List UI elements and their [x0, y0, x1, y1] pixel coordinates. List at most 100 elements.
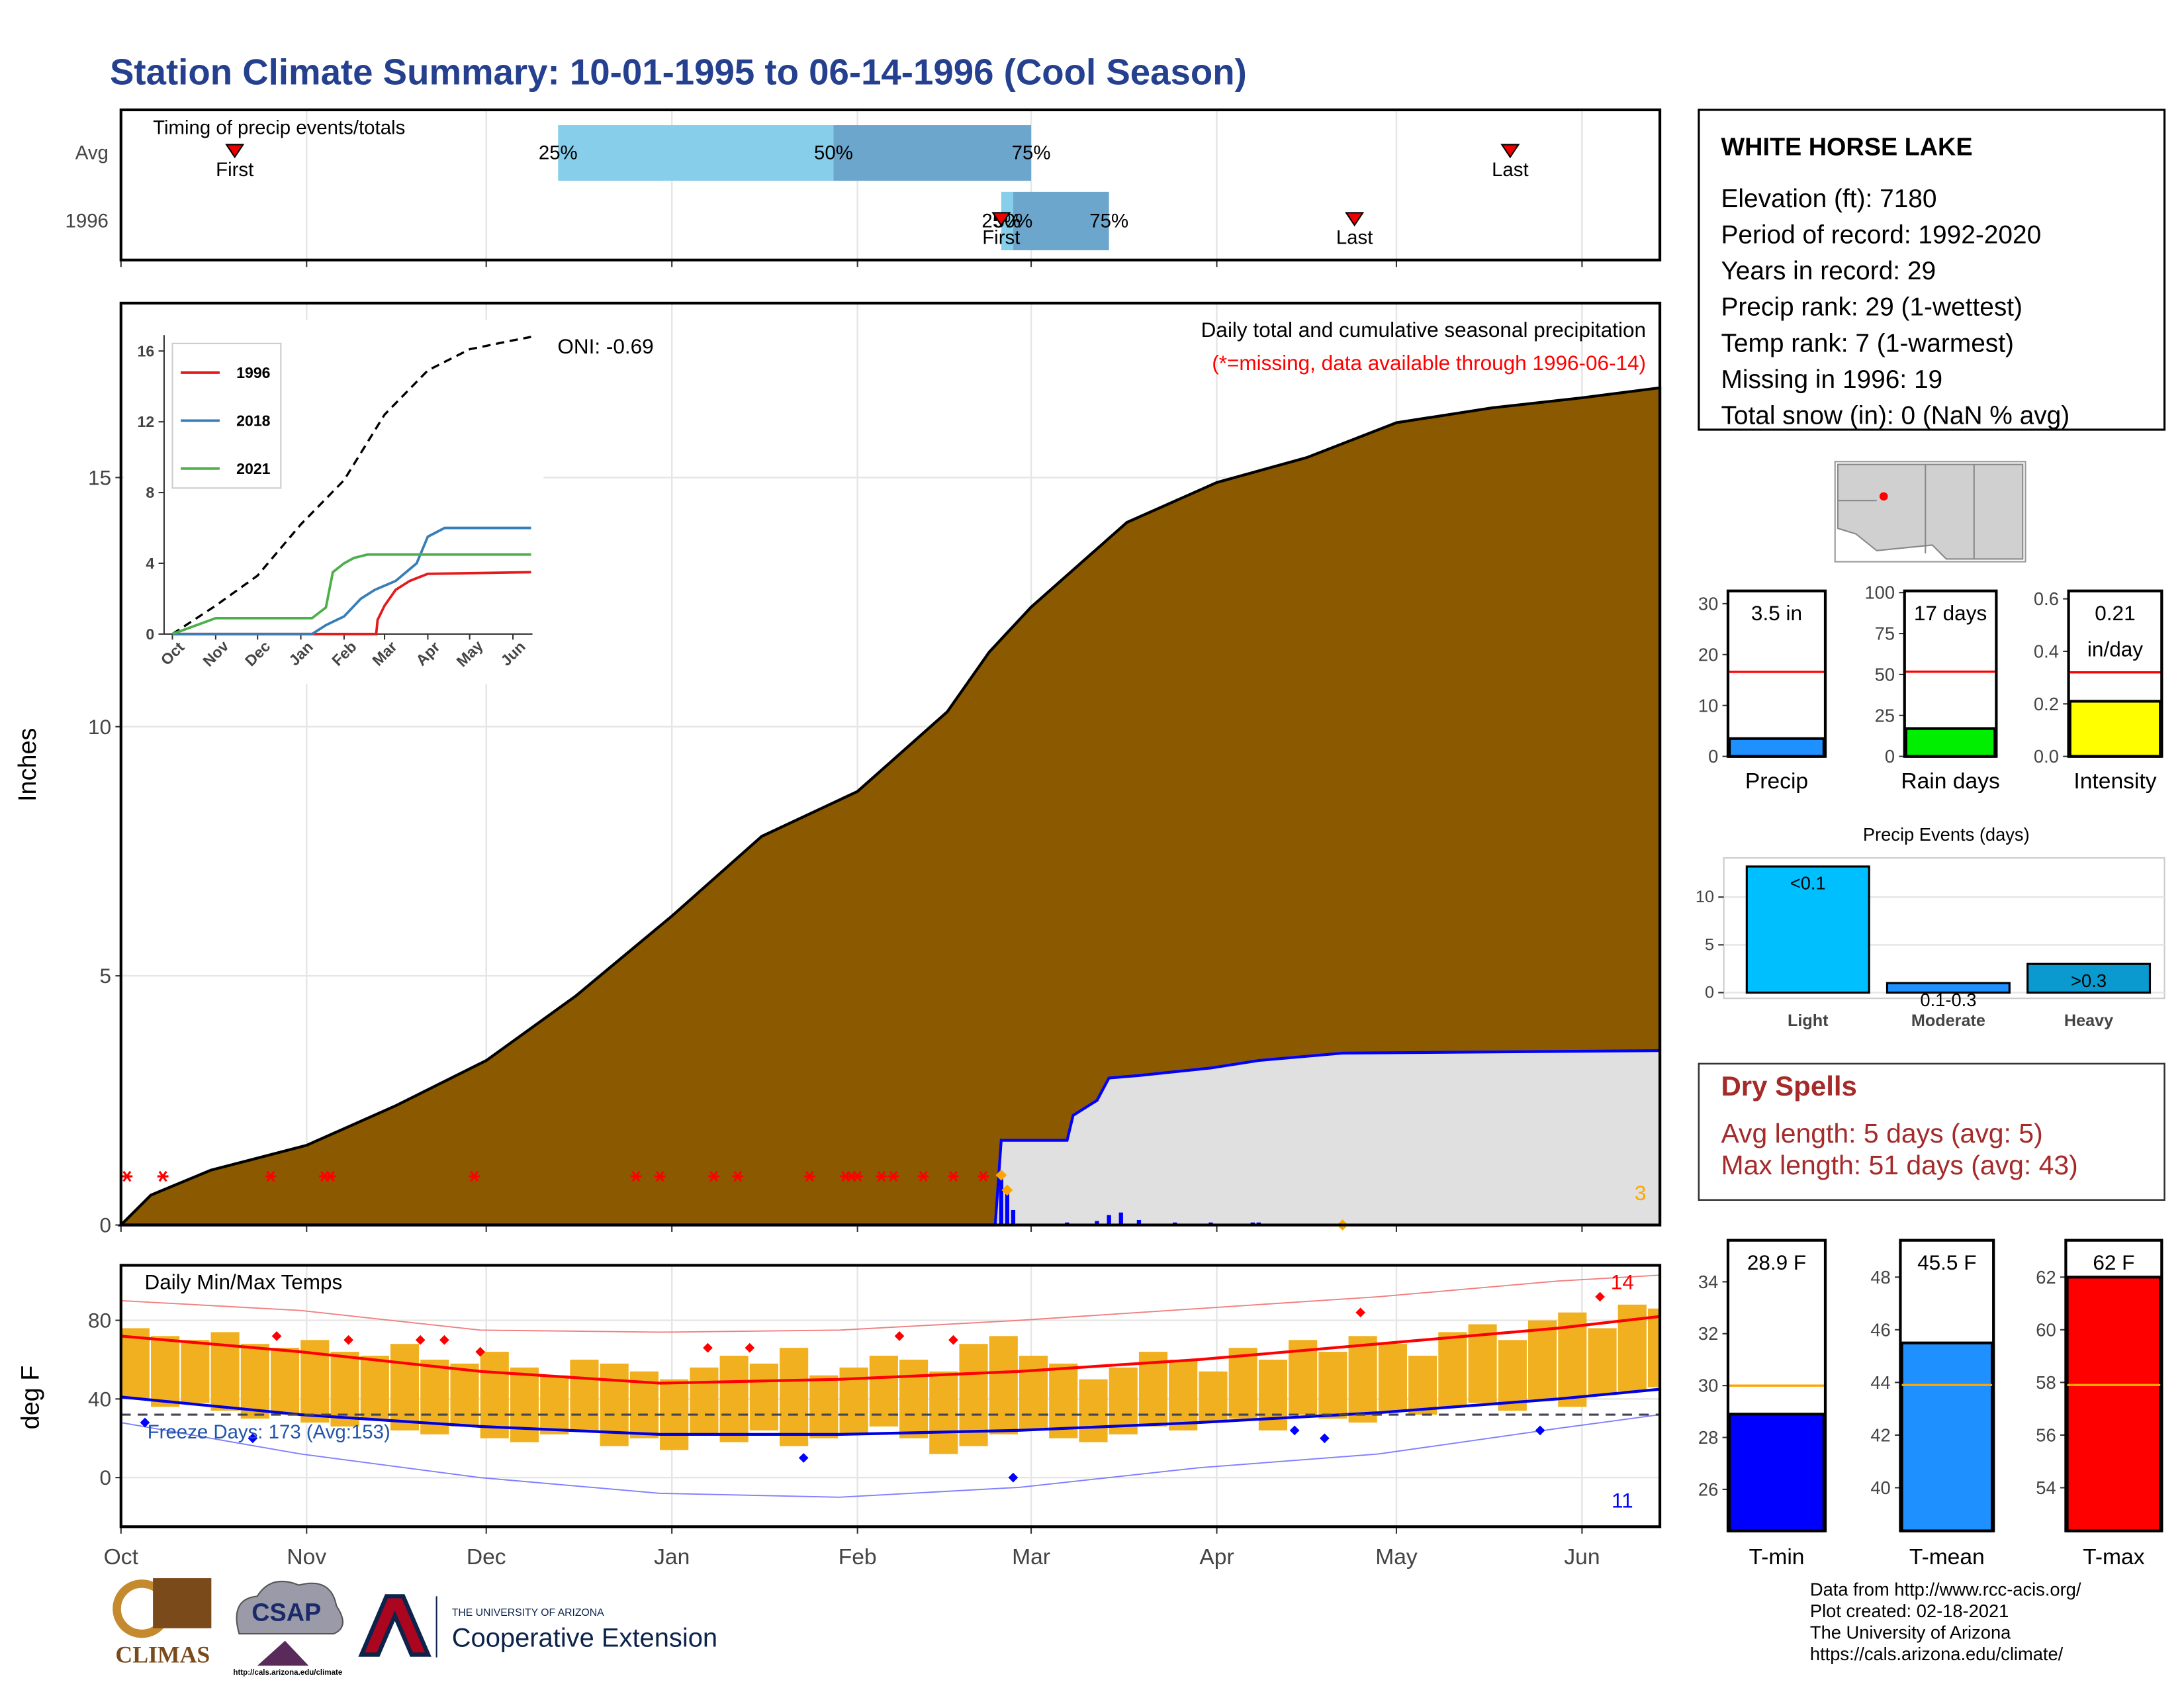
missing-marker	[708, 1170, 719, 1182]
station-line: Years in record: 29	[1721, 257, 1936, 285]
record-high	[475, 1346, 486, 1357]
y-tick-label: 0	[100, 1213, 112, 1237]
record-high	[271, 1331, 282, 1341]
temp-range-bar	[450, 1363, 479, 1427]
temp-range-bar	[1498, 1340, 1527, 1411]
bar	[1727, 737, 1826, 758]
chart-title: Daily Min/Max Temps	[145, 1270, 343, 1294]
temp-range-bar	[989, 1336, 1018, 1434]
temp-range-bar	[540, 1375, 569, 1434]
y-tick-label: 28	[1698, 1427, 1718, 1448]
daily-bar	[999, 1175, 1003, 1225]
chart-title: Precip Events (days)	[1863, 824, 2030, 845]
record-high	[948, 1335, 958, 1345]
bar	[2026, 962, 2152, 994]
y-axis-label: deg F	[17, 1366, 44, 1430]
missing-marker	[917, 1170, 929, 1182]
temp-range-bar	[1318, 1352, 1347, 1419]
gauge-label: T-mean	[1909, 1545, 1985, 1570]
bar	[1727, 1413, 1826, 1532]
value-label-box: 28.9 F	[1747, 1251, 1807, 1276]
temp-range-bar	[181, 1340, 210, 1403]
dry-spells-line: Max length: 51 days (avg: 43)	[1721, 1150, 2077, 1180]
daily-bar	[1011, 1209, 1016, 1225]
event-marker	[225, 144, 245, 159]
y-axis-label: Inches	[14, 728, 42, 802]
map-station	[1879, 492, 1888, 501]
y-tick-label: 58	[2036, 1372, 2056, 1393]
x-tick-label: Feb	[839, 1545, 877, 1570]
value-label: 17 days	[1913, 602, 1987, 626]
y-tick-label: 54	[2036, 1477, 2056, 1498]
temp-range-bar	[1378, 1344, 1407, 1411]
dry-spells-title: Dry Spells	[1721, 1070, 1856, 1102]
panel-frame	[1903, 589, 1998, 758]
missing-marker	[978, 1170, 989, 1182]
panel-title: Timing of precip events/totals	[153, 117, 405, 139]
temp-range-bar	[240, 1344, 269, 1419]
missing-marker	[157, 1170, 169, 1182]
daily-bar	[1005, 1190, 1010, 1225]
temp-range-bar	[1109, 1367, 1138, 1434]
gauge-label: Precip	[1745, 769, 1808, 794]
y-tick-label: 46	[1870, 1319, 1890, 1340]
temp-range-bar	[151, 1336, 180, 1407]
value-label: 62 F	[2093, 1251, 2135, 1276]
temp-range-bar	[899, 1359, 929, 1438]
event-label: Last	[1336, 227, 1373, 249]
bar	[1886, 982, 2011, 994]
y-tick-label: 0	[1708, 746, 1718, 767]
series-line	[172, 571, 531, 635]
x-tick-label: Dec	[467, 1545, 506, 1570]
temp-range-bar	[690, 1367, 719, 1434]
value-label: 28.9 F	[1747, 1251, 1807, 1276]
average-area	[117, 386, 1662, 1227]
missing-marker	[732, 1170, 744, 1182]
temp-range-bar	[1528, 1320, 1557, 1399]
logo-text: Cooperative Extension	[452, 1623, 717, 1652]
daily-bar	[1136, 1220, 1142, 1225]
station-box	[1698, 109, 2166, 431]
title: Station Climate Summary: 10-01-1995 to 0…	[110, 52, 1247, 93]
x-tick-label: Oct	[104, 1545, 139, 1570]
bar	[1745, 865, 1870, 994]
temp-range-bar	[480, 1352, 509, 1438]
chart-subtitle: (*=missing, data available through 1996-…	[1212, 351, 1646, 375]
temp-range-bar	[1647, 1308, 1659, 1387]
panel-frame	[1726, 1239, 1827, 1532]
bin-label: <0.1	[1790, 873, 1826, 894]
missing-marker	[887, 1170, 899, 1182]
quartile-bar	[833, 125, 1032, 181]
panel-frame	[119, 1264, 1662, 1528]
event-marker	[1345, 212, 1365, 227]
panel-frame	[2064, 1239, 2163, 1532]
legend-label: 2018	[236, 412, 271, 429]
y-tick-label: 0	[1885, 746, 1895, 767]
quartile-label: 75%	[1089, 210, 1128, 232]
station-name: WHITE HORSE LAKE	[1721, 134, 1972, 162]
y-tick-label: 75	[1875, 624, 1895, 644]
station-line: Missing in 1996: 19	[1721, 365, 1942, 394]
panel	[1727, 590, 1826, 757]
bar	[1904, 727, 1997, 758]
csap-logo: CSAP http://cals.arizona.edu/climate	[233, 1580, 343, 1677]
y-tick-label: 0.2	[2034, 694, 2059, 714]
temp-range-bar	[1049, 1363, 1078, 1438]
panel-frame	[1726, 589, 1827, 758]
temp-range-bar	[1019, 1356, 1048, 1430]
x-tick-label: Moderate	[1911, 1011, 1985, 1030]
gauge-label: Rain days	[1901, 769, 1999, 794]
station-line: Precip rank: 29 (1-wettest)	[1721, 293, 2023, 322]
missing-marker	[654, 1170, 666, 1182]
temp-range-bar	[1468, 1324, 1497, 1403]
logo-text: THE UNIVERSITY OF ARIZONA	[452, 1607, 604, 1618]
legend-label: 2021	[236, 460, 271, 477]
y-tick-label: 32	[1698, 1323, 1718, 1344]
event-label: First	[982, 227, 1020, 249]
y-tick-label: 0.0	[2034, 746, 2059, 767]
y-tick-label: 62	[2036, 1267, 2056, 1288]
quartile-bar	[1013, 191, 1109, 251]
y-tick-label: 50	[1875, 664, 1895, 684]
value-label-box: 62 F	[2093, 1251, 2135, 1276]
temp-range-bar	[780, 1348, 809, 1446]
